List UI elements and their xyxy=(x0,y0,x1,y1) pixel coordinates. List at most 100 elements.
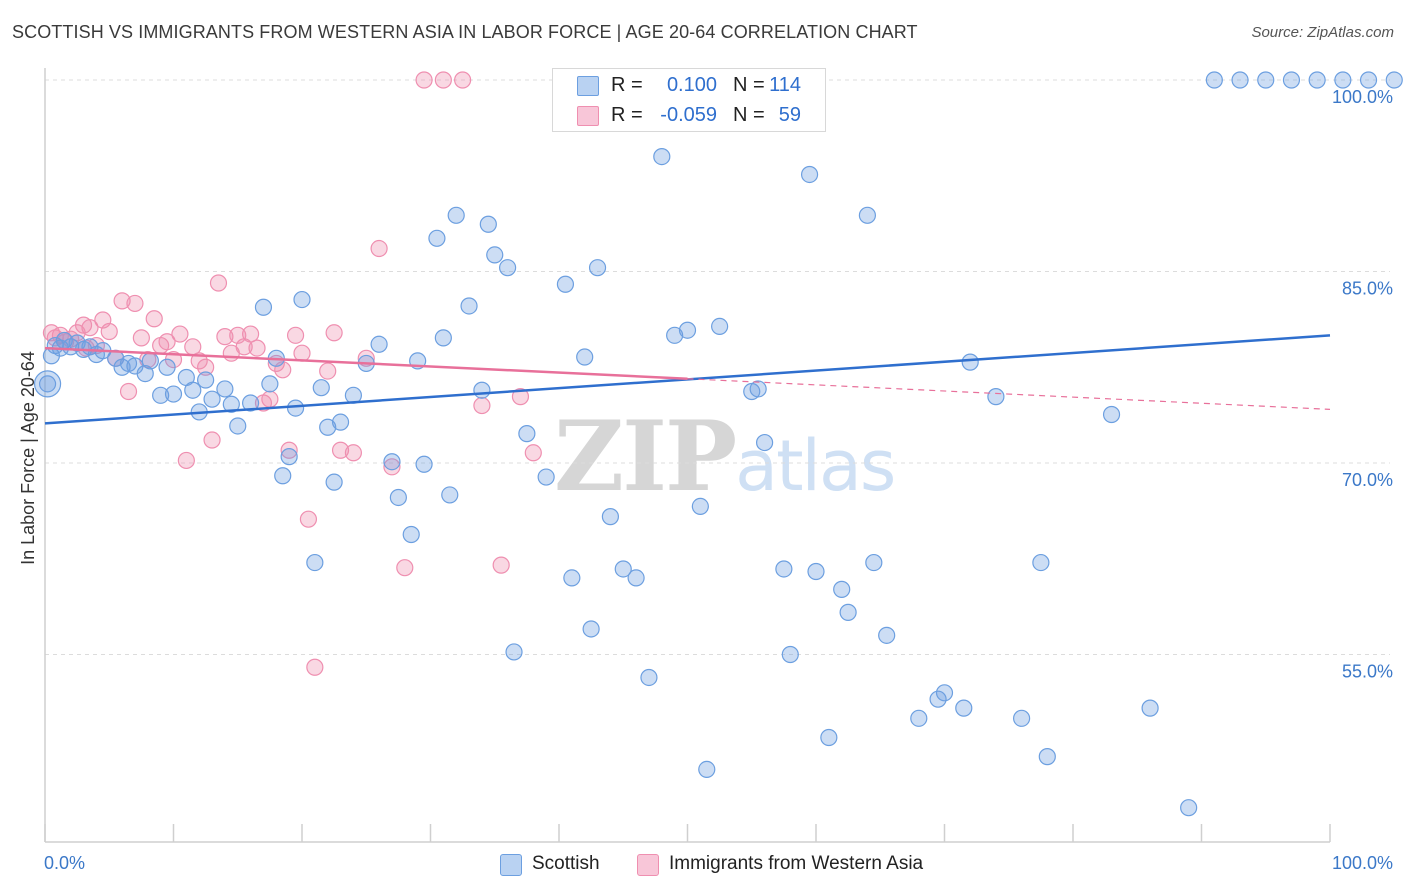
scottish-point xyxy=(833,580,851,598)
scottish-point xyxy=(184,381,202,399)
scottish-point xyxy=(1180,799,1198,817)
scottish-point xyxy=(1038,748,1056,766)
western-asia-point xyxy=(119,382,138,401)
western-asia-point xyxy=(203,431,221,449)
scottish-point xyxy=(839,603,857,621)
western-asia-point xyxy=(434,71,452,89)
y-tick-label: 55.0% xyxy=(1342,662,1393,682)
r-label: R = xyxy=(611,74,643,96)
scottish-point xyxy=(306,553,324,572)
scottish-point xyxy=(1385,71,1403,89)
scottish-point xyxy=(434,329,452,347)
scottish-point xyxy=(556,275,575,293)
scottish-point xyxy=(325,473,343,491)
scottish-swatch xyxy=(577,76,599,96)
western-asia-point xyxy=(100,322,118,341)
scottish-point xyxy=(141,352,159,370)
watermark-atlas: atlas xyxy=(735,425,896,507)
western-asia-point xyxy=(396,559,414,577)
scottish-point xyxy=(582,620,600,638)
western-asia-point xyxy=(286,326,305,344)
scottish-point xyxy=(331,413,350,431)
scottish-point xyxy=(878,626,896,644)
scottish-point xyxy=(136,365,154,383)
y-tick-label: 70.0% xyxy=(1342,470,1393,490)
scottish-point xyxy=(576,348,594,366)
scottish-point xyxy=(1032,553,1050,572)
scottish-point xyxy=(216,380,234,398)
scottish-point xyxy=(460,297,478,315)
western-asia-point xyxy=(177,451,195,470)
scottish-point xyxy=(222,395,240,413)
scottish-point xyxy=(479,215,497,233)
western-asia-point xyxy=(216,328,234,346)
stats-box: R = 0.100 N = 114 R = -0.059 N = 59 xyxy=(552,68,826,132)
western-asia-point xyxy=(145,310,163,328)
watermark-zip: ZIP xyxy=(554,400,737,513)
western-asia-point xyxy=(473,396,491,415)
scottish-point xyxy=(537,468,555,486)
western-asia-point xyxy=(280,441,298,459)
scottish-point xyxy=(955,699,973,717)
western-asia-point xyxy=(299,510,318,528)
legend-label-western-asia: Immigrants from Western Asia xyxy=(669,853,924,874)
western-asia-point xyxy=(293,344,311,362)
scottish-point xyxy=(1308,71,1326,89)
western-asia-point xyxy=(209,274,228,292)
western-asia-point xyxy=(261,390,279,408)
western-asia-point xyxy=(319,362,337,380)
western-asia-point xyxy=(370,239,388,258)
western-asia-point xyxy=(492,556,510,574)
y-tick-label: 100.0% xyxy=(1332,87,1393,107)
scottish-point xyxy=(627,569,645,587)
western-asia-point xyxy=(171,325,189,343)
watermark: ZIPatlas xyxy=(554,400,896,513)
scottish-point xyxy=(486,246,504,264)
western-asia-point xyxy=(325,324,343,342)
western-asia-point xyxy=(306,658,324,676)
scottish-point xyxy=(755,433,774,452)
scottish-point xyxy=(152,386,170,404)
scottish-point xyxy=(858,206,877,224)
scottish-point xyxy=(807,562,825,581)
r-value-western-asia: -0.059 xyxy=(660,104,717,126)
scottish-point xyxy=(1012,709,1031,727)
scottish-point xyxy=(261,375,279,393)
scottish-point xyxy=(749,380,767,398)
n-value-scottish: 114 xyxy=(769,74,801,96)
scottish-point xyxy=(447,206,465,224)
scottish-point xyxy=(242,394,260,412)
western-asia-point xyxy=(242,325,260,343)
western-asia-point xyxy=(383,458,401,476)
scottish-point xyxy=(158,358,176,376)
scottish-point xyxy=(473,381,491,399)
scottish-point xyxy=(1282,71,1301,89)
n-label: N = xyxy=(733,104,765,126)
scottish-point xyxy=(518,425,536,443)
n-value-western-asia: 59 xyxy=(778,104,801,126)
scottish-point xyxy=(428,229,446,247)
scottish-point xyxy=(781,645,799,664)
western-asia-point xyxy=(126,294,144,313)
scottish-point xyxy=(1257,71,1275,89)
scottish-trendline xyxy=(44,334,1331,425)
scottish-point xyxy=(68,334,86,352)
western-asia-point xyxy=(415,71,433,89)
scottish-points xyxy=(33,71,1403,817)
western-asia-point xyxy=(511,388,530,406)
scottish-point xyxy=(929,690,947,708)
r-label: R = xyxy=(611,104,643,126)
scottish-point xyxy=(1141,699,1159,717)
scottish-point xyxy=(601,508,620,526)
scottish-point xyxy=(987,388,1005,406)
legend-swatch-western-asia xyxy=(637,854,659,876)
scottish-point xyxy=(935,684,954,702)
scottish-point xyxy=(961,353,979,371)
western-asia-swatch xyxy=(577,106,599,126)
scottish-point xyxy=(698,760,716,779)
x-tick-label-max: 100.0% xyxy=(1332,853,1393,873)
western-asia-point xyxy=(344,444,362,462)
western-asia-point xyxy=(81,319,99,337)
western-asia-point xyxy=(248,339,266,357)
y-axis-title: In Labor Force | Age 20-64 xyxy=(18,351,38,565)
